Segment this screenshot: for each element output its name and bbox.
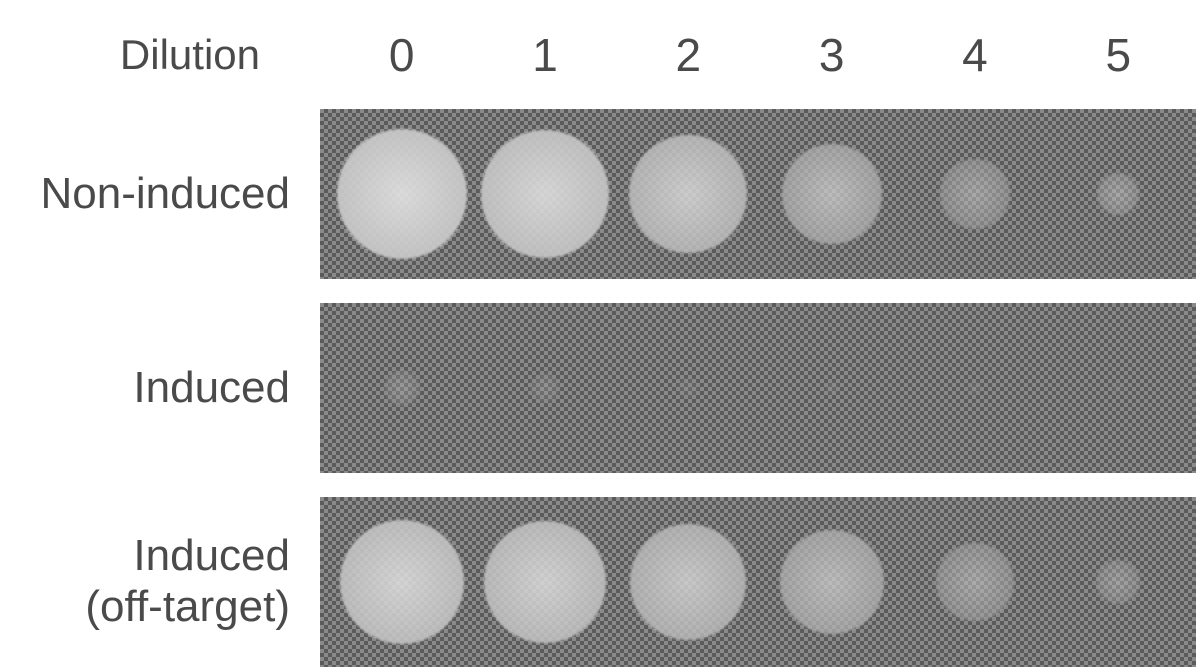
row-label-induced-off-target: Induced (off-target): [20, 531, 320, 632]
colony-spot: [337, 129, 467, 259]
dilution-level: 3: [760, 28, 903, 82]
colony-spot: [340, 520, 464, 644]
assay-strip: [320, 109, 1196, 279]
spot-row: [320, 109, 1196, 279]
colony-spot: [1112, 382, 1124, 394]
colony-spot: [940, 159, 1010, 229]
dilution-axis-label: Dilution: [20, 31, 320, 79]
colony-spot: [780, 530, 884, 634]
colony-spot: [968, 381, 982, 395]
colony-spot: [1096, 560, 1140, 604]
assay-strip: [320, 303, 1196, 473]
dilution-level: 4: [903, 28, 1046, 82]
row-label-induced: Induced: [20, 363, 320, 414]
dilution-level: 5: [1047, 28, 1190, 82]
colony-spot: [530, 373, 560, 403]
spot-row: [320, 497, 1196, 667]
colony-spot: [825, 381, 839, 395]
colony-spot: [484, 521, 606, 643]
colony-spot: [629, 135, 747, 253]
colony-spot: [630, 524, 746, 640]
spot-row: [320, 303, 1196, 473]
colony-spot: [384, 370, 420, 406]
dilution-column-headers: 0 1 2 3 4 5: [320, 28, 1196, 82]
row-label-non-induced: Non-induced: [20, 169, 320, 220]
colony-spot: [782, 144, 882, 244]
dilution-level: 2: [617, 28, 760, 82]
dilution-level: 1: [473, 28, 616, 82]
assay-strip: [320, 497, 1196, 667]
dilution-level: 0: [330, 28, 473, 82]
colony-spot: [481, 130, 609, 258]
colony-spot: [936, 543, 1014, 621]
colony-spot: [677, 377, 699, 399]
colony-spot: [1097, 173, 1139, 215]
spot-assay-figure: Dilution 0 1 2 3 4 5 Non-induced Induced…: [20, 20, 1176, 672]
